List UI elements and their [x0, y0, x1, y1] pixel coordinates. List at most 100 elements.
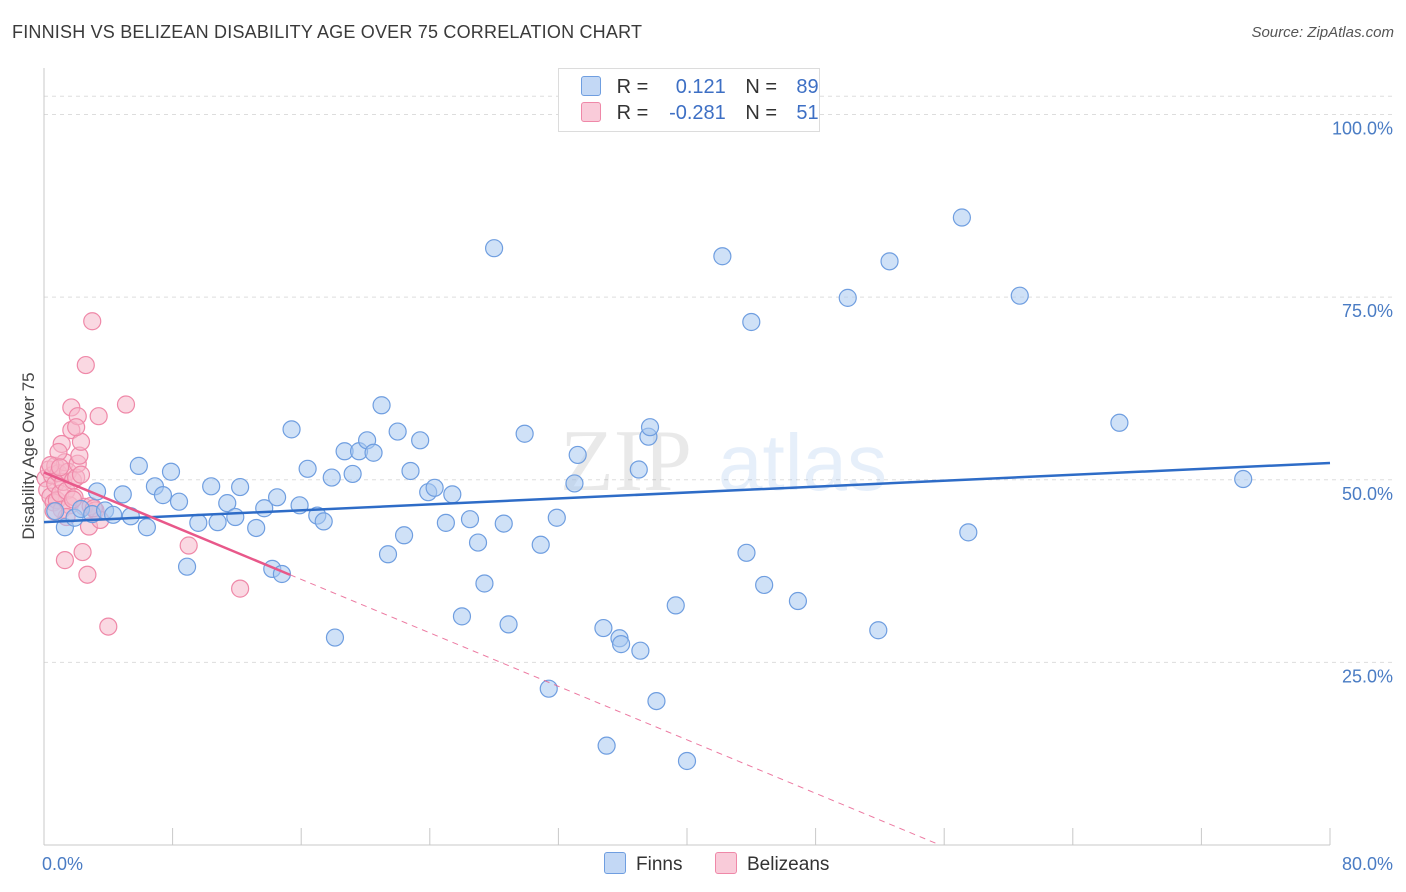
- finns-point-42: [388, 422, 407, 441]
- y-tick-labels: 25.0% 50.0% 75.0% 100.0%: [1332, 119, 1393, 687]
- finns-point-79: [838, 288, 857, 307]
- belizeans-n-label: N =: [745, 102, 778, 124]
- belizeans-point-49: [67, 418, 86, 437]
- belizeans-trend-line: [43, 471, 291, 576]
- belizeans-point-38: [99, 617, 118, 636]
- finns-point-68: [629, 460, 648, 479]
- y-tick-label-1: 50.0%: [1342, 484, 1393, 504]
- watermark-atlas: atlas: [718, 418, 887, 507]
- y-axis-label: Disability Age Over 75: [19, 372, 38, 539]
- finns-swatch: [581, 76, 601, 96]
- bottom-finns-label: Finns: [636, 854, 683, 875]
- finns-point-84: [1010, 286, 1029, 305]
- x-ticks: [172, 828, 1331, 845]
- finns-point-40: [372, 396, 391, 415]
- finns-point-75: [737, 543, 756, 562]
- finns-point-70: [640, 418, 660, 437]
- finns-point-43: [394, 526, 414, 545]
- finns-point-52: [468, 533, 488, 552]
- belizeans-r-label: R =: [616, 102, 649, 124]
- legend-row-belizeans: R = -0.281 N = 51: [581, 102, 819, 126]
- finns-point-63: [594, 618, 613, 638]
- finns-point-73: [677, 751, 697, 771]
- finns-point-77: [755, 575, 774, 595]
- finns-point-26: [267, 488, 287, 507]
- belizeans-r-value: -0.281: [669, 102, 726, 124]
- finns-point-76: [742, 312, 761, 332]
- finns-point-16: [177, 557, 197, 576]
- finns-point-50: [452, 607, 472, 626]
- belizeans-point-48: [50, 458, 70, 477]
- bottom-belizeans-swatch: [715, 852, 737, 874]
- finns-point-30: [298, 459, 317, 478]
- finns-point-80: [869, 621, 888, 640]
- stats-legend: R = 0.121 N = 89 R = -0.281 N = 51: [558, 68, 820, 132]
- finns-point-83: [959, 523, 978, 542]
- finns-point-54: [485, 239, 504, 258]
- finns-point-62: [568, 445, 587, 465]
- finns-point-49: [443, 485, 462, 504]
- bottom-legend-finns: Finns: [604, 852, 682, 876]
- finns-point-39: [364, 443, 383, 462]
- y-tick-label-2: 75.0%: [1342, 301, 1393, 321]
- finns-point-74: [713, 247, 732, 266]
- finns-point-21: [226, 507, 245, 527]
- belizeans-point-14: [55, 551, 74, 570]
- belizeans-point-39: [116, 395, 136, 414]
- x-tick-label-min: 0.0%: [42, 854, 83, 874]
- finns-point-0: [46, 502, 65, 521]
- finns-point-8: [113, 485, 132, 504]
- bottom-finns-swatch: [604, 852, 626, 874]
- finns-point-82: [952, 208, 971, 227]
- belizeans-n-value: 51: [796, 102, 819, 124]
- source-label: Source: ZipAtlas.com: [1251, 24, 1394, 41]
- finns-n-label: N =: [745, 76, 778, 98]
- finns-point-78: [788, 591, 808, 611]
- belizeans-swatch: [581, 102, 601, 122]
- finns-point-55: [494, 514, 513, 533]
- finns-point-11: [137, 518, 156, 537]
- finns-point-71: [647, 691, 666, 711]
- bottom-belizeans-label: Belizeans: [747, 854, 830, 875]
- finns-point-20: [218, 494, 237, 513]
- finns-point-33: [322, 468, 341, 487]
- finns-r-value: 0.121: [675, 76, 726, 98]
- belizeans-point-40: [179, 536, 198, 555]
- finns-point-72: [666, 596, 685, 615]
- finns-point-41: [378, 545, 398, 564]
- finns-point-10: [129, 456, 148, 475]
- finns-point-86: [1234, 469, 1253, 489]
- finns-point-48: [436, 513, 455, 532]
- finns-point-44: [401, 461, 420, 481]
- finns-point-32: [314, 512, 333, 531]
- belizeans-point-31: [78, 565, 97, 584]
- finns-point-45: [411, 431, 430, 450]
- finns-point-58: [531, 535, 550, 554]
- y-tick-label-0: 25.0%: [1342, 666, 1393, 686]
- chart-title: FINNISH VS BELIZEAN DISABILITY AGE OVER …: [12, 22, 643, 42]
- finns-point-51: [460, 510, 480, 529]
- finns-n-value: 89: [796, 76, 819, 98]
- finns-point-67: [631, 641, 650, 660]
- finns-point-64: [597, 736, 616, 755]
- trend-lines: [43, 461, 1331, 846]
- legend-row-finns: R = 0.121 N = 89: [581, 76, 819, 100]
- finns-point-81: [880, 252, 899, 271]
- belizeans-trend-extension: [289, 574, 941, 846]
- finns-r-label: R =: [616, 76, 649, 98]
- finns-point-61: [565, 474, 584, 493]
- finns-point-23: [247, 518, 266, 538]
- finns-point-57: [515, 424, 534, 443]
- belizeans-point-41: [231, 579, 250, 598]
- belizeans-point-34: [83, 312, 102, 331]
- finns-point-13: [153, 486, 173, 505]
- finns-point-17: [189, 513, 208, 532]
- belizeans-point-36: [89, 407, 108, 426]
- finns-point-22: [231, 477, 250, 497]
- finns-point-47: [425, 478, 444, 497]
- finns-point-85: [1110, 413, 1129, 432]
- finns-point-59: [539, 679, 558, 698]
- finns-point-7: [104, 505, 123, 524]
- finns-point-28: [282, 420, 301, 439]
